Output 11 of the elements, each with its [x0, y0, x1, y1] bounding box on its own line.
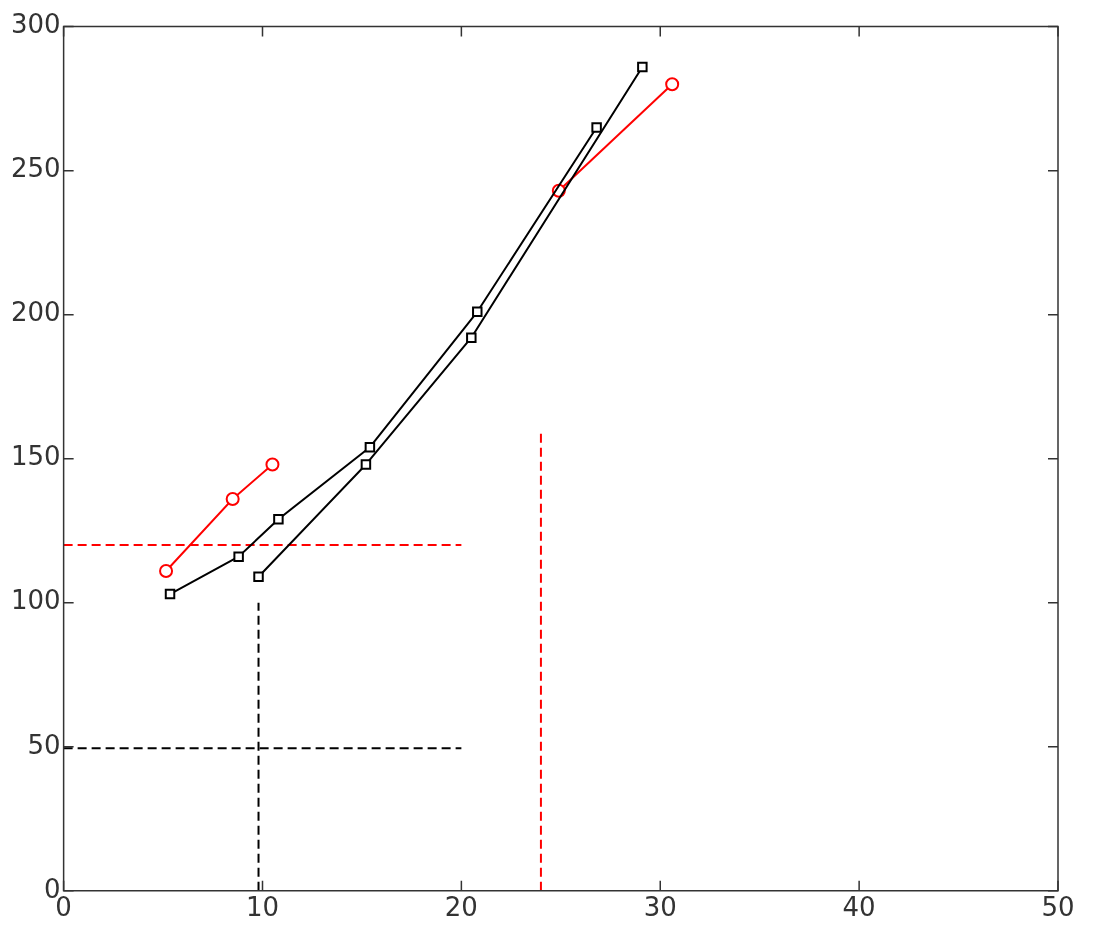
y-tick-label: 150 [10, 441, 61, 472]
x-tick-label: 50 [1041, 892, 1075, 923]
y-tick-label: 100 [10, 585, 61, 616]
y-tick-label: 50 [27, 729, 61, 760]
x-tick-label: 20 [444, 892, 478, 923]
x-tick-label: 40 [842, 892, 876, 923]
x-tick-label: 30 [643, 892, 677, 923]
x-tick-label: 10 [245, 892, 280, 923]
y-tick-label: 250 [10, 153, 61, 184]
y-tick-label: 200 [10, 297, 61, 328]
y-tick-label: 300 [10, 9, 61, 40]
